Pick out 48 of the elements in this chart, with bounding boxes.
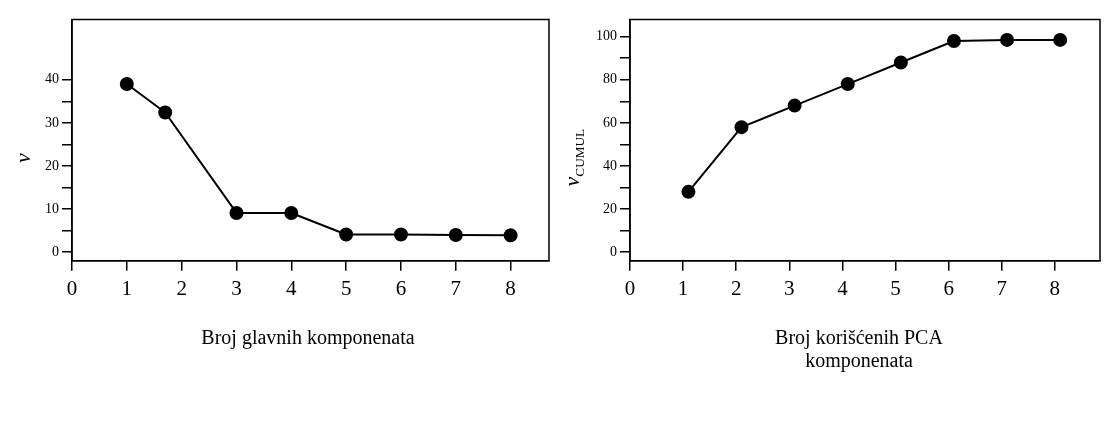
point <box>229 205 244 220</box>
point <box>946 33 961 48</box>
point <box>119 77 134 92</box>
x-tick-label: 8 <box>505 275 516 300</box>
y-tick-label: 40 <box>603 157 617 173</box>
x-tick-label: 1 <box>121 275 133 300</box>
point <box>284 205 299 220</box>
point <box>393 227 408 242</box>
x-axis-title: Broj glavnih komponenata <box>200 326 416 349</box>
x-tick-label: 6 <box>943 275 954 300</box>
x-tick-label: 2 <box>730 275 742 300</box>
x-tick-label: 3 <box>231 275 242 300</box>
point <box>734 120 749 135</box>
y-tick-label: 80 <box>603 71 617 87</box>
y-tick-label: 0 <box>610 243 617 259</box>
x-tick-label: 5 <box>340 275 352 300</box>
x-tick-label: 5 <box>890 275 901 300</box>
y-tick-label: 20 <box>603 200 617 216</box>
y-tick-label: 60 <box>603 114 617 130</box>
x-tick-label: 6 <box>395 275 407 300</box>
x-tick-label: 4 <box>837 275 849 300</box>
point <box>1000 32 1015 47</box>
x-tick-label: 7 <box>450 275 462 300</box>
x-axis-title: Broj korišćenih PCA komponenata <box>774 326 944 372</box>
x-tick-label: 0 <box>624 275 636 300</box>
x-tick-label: 7 <box>996 275 1007 300</box>
point <box>787 98 802 113</box>
point <box>339 227 354 242</box>
y-tick-label: 20 <box>45 157 59 173</box>
y-axis-title: v <box>9 153 36 163</box>
point <box>1053 32 1068 47</box>
y-tick-label: 40 <box>45 71 59 87</box>
x-tick-label: 3 <box>784 275 795 300</box>
x-tick-label: 2 <box>176 275 187 300</box>
point <box>840 77 855 92</box>
point <box>158 105 173 120</box>
y-tick-label: 30 <box>45 114 59 130</box>
x-tick-label: 0 <box>66 275 78 300</box>
x-tick-label: 8 <box>1049 275 1061 300</box>
x-tick-label: 4 <box>286 275 298 300</box>
point <box>893 55 908 70</box>
x-tick-label: 1 <box>677 275 689 300</box>
y-tick-label: 0 <box>52 243 59 259</box>
point <box>503 228 518 243</box>
y-tick-label: 100 <box>596 28 617 44</box>
point <box>681 184 696 199</box>
point <box>448 227 463 242</box>
y-tick-label: 10 <box>45 200 59 216</box>
